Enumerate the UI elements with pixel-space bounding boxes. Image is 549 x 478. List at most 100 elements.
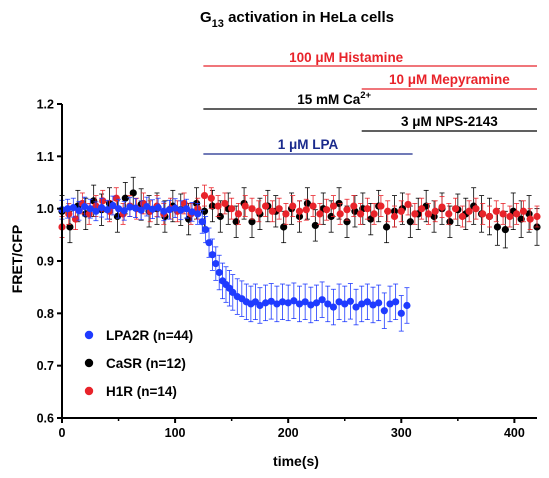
data-point [200, 207, 209, 215]
data-point [109, 201, 117, 210]
data-point [248, 218, 256, 226]
data-point [126, 203, 134, 211]
annotation-group: 100 μM Histamine 10 μM Mepyramine 15 mM Ca… [203, 50, 537, 155]
data-point [229, 288, 237, 296]
x-tick-label: 200 [278, 426, 299, 440]
data-point [282, 210, 290, 218]
treatment-label: 10 μM Mepyramine [389, 72, 510, 87]
data-point [341, 300, 349, 308]
data-point [290, 297, 298, 305]
x-tick-label: 300 [391, 426, 412, 440]
data-point [284, 299, 292, 307]
data-point [165, 206, 174, 214]
data-point [323, 206, 331, 214]
data-point [390, 212, 399, 221]
legend-label: CaSR (n=12) [106, 356, 186, 371]
data-point [103, 206, 111, 214]
data-point [367, 215, 375, 223]
data-point [533, 212, 541, 221]
data-point [275, 205, 283, 213]
data-point [137, 206, 145, 214]
data-point [380, 307, 388, 315]
data-point [431, 207, 439, 215]
data-point [66, 223, 74, 231]
data-point [352, 303, 360, 311]
data-point [214, 202, 222, 210]
data-point [329, 202, 338, 210]
axes-layer: 0.6 0.7 0.8 0.9 1.0 1.1 1.2 0 100 200 300 400 [37, 98, 537, 440]
data-point [75, 207, 83, 215]
data-point [129, 189, 137, 197]
data-point [215, 268, 223, 277]
data-point [261, 202, 270, 210]
data-point [451, 205, 460, 213]
data-point [384, 207, 392, 215]
data-point [392, 298, 400, 306]
data-point [280, 223, 288, 231]
data-point [411, 210, 419, 218]
data-point [311, 221, 319, 230]
data-point [377, 202, 385, 210]
series-layer [58, 176, 541, 332]
data-point [295, 207, 304, 215]
data-point [403, 301, 411, 310]
data-point [386, 300, 394, 308]
data-point [121, 194, 129, 202]
data-point [171, 204, 179, 212]
data-point [278, 298, 287, 306]
data-point [160, 207, 168, 215]
data-point [267, 297, 275, 305]
data-point [120, 207, 128, 215]
data-point [99, 197, 107, 205]
data-point [397, 207, 405, 215]
data-point [424, 210, 433, 218]
data-point [248, 205, 256, 213]
data-point [526, 215, 534, 223]
treatment-label: 1 μM LPA [278, 137, 339, 152]
data-point [202, 226, 210, 234]
data-point [369, 301, 377, 309]
data-point [261, 299, 270, 307]
legend-label: LPA2R (n=44) [106, 328, 193, 343]
data-point [86, 205, 94, 213]
data-point [472, 205, 480, 213]
data-point [303, 199, 312, 208]
data-point [363, 205, 371, 213]
data-point [458, 212, 466, 221]
data-point [143, 202, 151, 211]
data-point [358, 300, 366, 308]
data-point [302, 206, 310, 214]
data-point [406, 218, 414, 226]
x-tick-label: 400 [504, 426, 525, 440]
x-axis-title: time(s) [273, 453, 319, 469]
data-point [506, 212, 514, 221]
data-point [289, 202, 297, 210]
data-point [182, 205, 191, 213]
data-point [356, 210, 365, 218]
data-point [188, 208, 196, 216]
data-point [382, 223, 391, 231]
data-point [519, 207, 528, 215]
y-tick-label: 0.8 [37, 307, 54, 321]
data-point [295, 300, 304, 308]
data-point [307, 301, 315, 309]
data-point [501, 226, 509, 234]
data-point [207, 194, 215, 202]
legend-label: H1R (n=14) [106, 384, 177, 399]
series-0 [58, 195, 411, 332]
data-point [228, 205, 236, 213]
data-point [241, 202, 249, 210]
data-point [324, 300, 332, 308]
treatment-label: 100 μM Histamine [289, 50, 404, 65]
data-point [200, 191, 209, 200]
data-point [81, 202, 89, 211]
data-point [64, 205, 72, 213]
legend-marker [84, 330, 94, 340]
x-tick-label: 100 [165, 426, 186, 440]
treatment-label: 3 μM NPS-2143 [401, 114, 498, 129]
data-point [208, 251, 217, 259]
data-point [221, 199, 229, 208]
legend-marker [84, 386, 94, 396]
